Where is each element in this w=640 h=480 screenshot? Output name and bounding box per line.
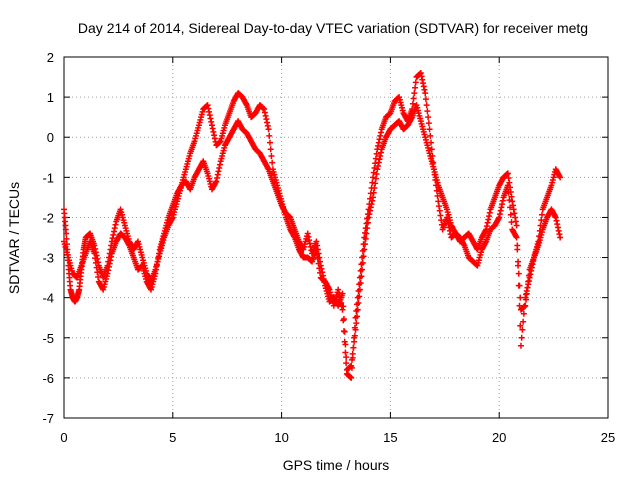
data-point-interp [412, 84, 419, 91]
data-point-interp [349, 350, 356, 357]
data-point [513, 222, 520, 229]
data-point-interp [348, 356, 355, 363]
data-point [426, 126, 433, 133]
chart-title: Day 214 of 2014, Sidereal Day-to-day VTE… [78, 20, 588, 36]
data-point-interp [425, 114, 432, 121]
series-0 [61, 70, 564, 381]
data-point-interp [507, 211, 514, 218]
y-tick-label: 1 [47, 90, 54, 105]
y-tick-label: -1 [42, 170, 54, 185]
data-point-interp [515, 282, 522, 289]
data-point-interp [351, 332, 358, 339]
y-axis-label: SDTVAR / TECUs [6, 182, 22, 294]
grid [64, 57, 608, 418]
data-point-interp [357, 279, 364, 286]
data-point-interp [412, 79, 419, 86]
data-point-interp [517, 294, 524, 301]
data-point-interp [411, 90, 418, 97]
data-point-interp [423, 102, 430, 109]
x-tick-label: 25 [601, 430, 615, 445]
data-point-interp [358, 273, 365, 280]
data-point-interp [343, 360, 350, 367]
data-point-interp [359, 259, 366, 266]
data-point-interp [362, 235, 369, 242]
data-point-interp [424, 108, 431, 115]
data-point-interp [517, 322, 524, 329]
data-point [265, 126, 272, 133]
data-point-interp [355, 300, 362, 307]
data-point-interp [515, 270, 522, 277]
data-point-interp [268, 152, 275, 159]
data-point-interp [364, 219, 371, 226]
data-point-interp [514, 242, 521, 249]
data-point-interp [519, 326, 526, 333]
data-point-interp [266, 132, 273, 139]
data-point-interp [340, 316, 347, 323]
y-tick-label: -3 [42, 251, 54, 266]
y-tick-label: 0 [47, 130, 54, 145]
data-point [361, 246, 368, 253]
y-tick-label: 2 [47, 50, 54, 65]
data-point [557, 234, 564, 241]
data-point-interp [350, 344, 357, 351]
data-point-interp [353, 320, 360, 327]
y-tick-label: -6 [42, 371, 54, 386]
x-tick-label: 20 [492, 430, 506, 445]
data-marks [61, 70, 564, 381]
axis-ticks: 0 5 10 15 20 25 -7 -6 -5 -4 -3 -2 -1 0 1 2 [42, 50, 615, 445]
data-point-interp [351, 338, 358, 345]
data-point-interp [363, 230, 370, 237]
data-point-interp [538, 217, 545, 224]
data-point-interp [340, 303, 347, 310]
data-point-interp [427, 132, 434, 139]
y-tick-label: -4 [42, 291, 54, 306]
x-tick-label: 0 [60, 430, 67, 445]
data-point [348, 362, 355, 369]
data-point-interp [354, 306, 361, 313]
data-point-interp [359, 266, 366, 273]
x-tick-label: 5 [169, 430, 176, 445]
data-point-interp [266, 139, 273, 146]
plot-frame [63, 56, 609, 419]
series-1 [61, 102, 564, 373]
data-point [513, 234, 520, 241]
y-tick-label: -7 [42, 411, 54, 426]
data-point [348, 374, 355, 381]
y-tick-label: -5 [42, 331, 54, 346]
data-point [517, 342, 524, 349]
data-point-interp [360, 253, 367, 260]
data-point-interp [516, 302, 523, 309]
x-axis-label: GPS time / hours [283, 457, 390, 473]
x-tick-label: 15 [383, 430, 397, 445]
data-point-interp [520, 310, 527, 317]
data-point-interp [409, 100, 416, 107]
data-point [557, 174, 564, 181]
data-point-interp [269, 159, 276, 166]
data-point-interp [354, 313, 361, 320]
data-point-interp [362, 241, 369, 248]
data-point-interp [356, 293, 363, 300]
data-point [422, 90, 429, 97]
data-point [356, 286, 363, 293]
data-point [63, 230, 70, 237]
data-point-interp [341, 328, 348, 335]
data-point-interp [342, 341, 349, 348]
data-point-interp [538, 211, 545, 218]
data-point-interp [518, 334, 525, 341]
data-point-interp [520, 318, 527, 325]
data-point-interp [521, 302, 528, 309]
data-point-interp [343, 354, 350, 361]
data-point-interp [410, 95, 417, 102]
data-point-interp [267, 146, 274, 153]
data-point-interp [422, 96, 429, 103]
x-tick-label: 10 [274, 430, 288, 445]
y-tick-label: -2 [42, 210, 54, 225]
data-point [339, 290, 346, 297]
data-point-interp [364, 225, 371, 232]
data-point [352, 326, 359, 333]
data-point-interp [425, 120, 432, 127]
data-point-interp [515, 262, 522, 269]
